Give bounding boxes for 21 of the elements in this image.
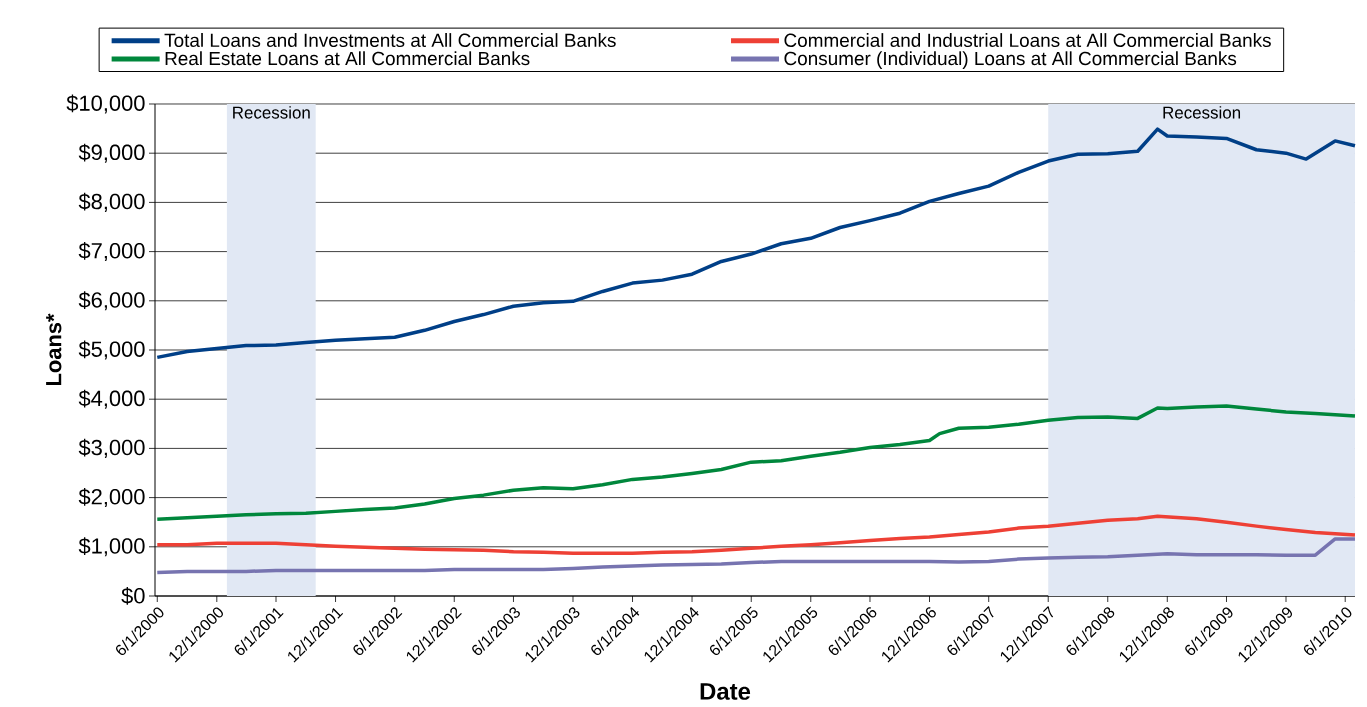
y-tick-label: $10,000	[66, 94, 145, 114]
y-tick-label: $5,000	[78, 340, 145, 360]
band-label: Recession	[1163, 106, 1241, 119]
y-tick-label: $3,000	[78, 438, 145, 458]
legend-label: Consumer (Individual) Loans at All Commercial Banks	[784, 51, 1237, 69]
line-series	[155, 127, 1357, 360]
y-tick-label: $1,000	[78, 537, 145, 557]
y-tick-label: $9,000	[78, 143, 145, 163]
y-axis-title: Loans*	[46, 313, 62, 386]
legend-label: Commercial and Industrial Loans at All Commercial Banks	[784, 33, 1271, 48]
y-tick-label: $8,000	[78, 192, 145, 212]
legend-label: Real Estate Loans at All Commercial Banks	[165, 51, 530, 66]
legend-label: Total Loans and Investments at All Commercial Banks	[164, 33, 616, 48]
y-tick-label: $2,000	[78, 488, 145, 508]
y-tick-label: $0	[121, 587, 145, 605]
band-label: Recession	[233, 106, 310, 119]
y-tick-label: $4,000	[78, 389, 145, 409]
x-axis-title: Date	[700, 683, 751, 700]
y-tick-label: $6,000	[78, 291, 145, 311]
y-tick-label: $7,000	[78, 242, 145, 262]
line-series	[155, 404, 1357, 521]
